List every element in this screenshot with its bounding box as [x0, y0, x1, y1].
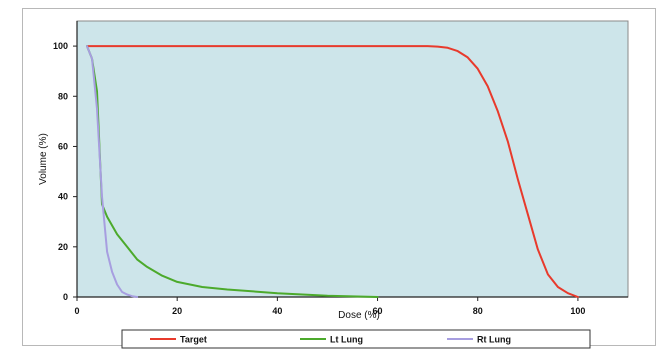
y-tick-label-60: 60	[58, 141, 68, 151]
y-axis-title: Volume (%)	[38, 133, 49, 185]
legend-box	[121, 329, 591, 349]
legend-label-rt-lung: Rt Lung	[477, 335, 511, 345]
x-axis-title: Dose (%)	[338, 310, 380, 321]
x-tick-label-60: 60	[373, 306, 383, 316]
y-tick-label-100: 100	[53, 41, 68, 51]
x-tick-label-80: 80	[473, 306, 483, 316]
y-tick-label-80: 80	[58, 91, 68, 101]
y-tick-labels: 0 20 40 60 80 100	[53, 41, 77, 302]
series-line-rt-lung	[86, 45, 139, 298]
x-tick-labels: 0 20 40 60 80 100	[74, 297, 585, 316]
legend: Target Lt Lung Rt Lung	[121, 329, 591, 349]
x-tick-label-100: 100	[570, 306, 585, 316]
x-tick-label-40: 40	[272, 306, 282, 316]
series-line-target	[86, 45, 579, 298]
y-tick-label-20: 20	[58, 242, 68, 252]
y-tick-label-0: 0	[63, 292, 68, 302]
x-tick-label-20: 20	[172, 306, 182, 316]
legend-label-target: Target	[180, 335, 207, 345]
x-tick-label-0: 0	[74, 306, 79, 316]
legend-label-lt-lung: Lt Lung	[330, 335, 363, 345]
y-tick-label-40: 40	[58, 192, 68, 202]
series-lines	[86, 45, 579, 298]
plot-area	[76, 20, 629, 298]
